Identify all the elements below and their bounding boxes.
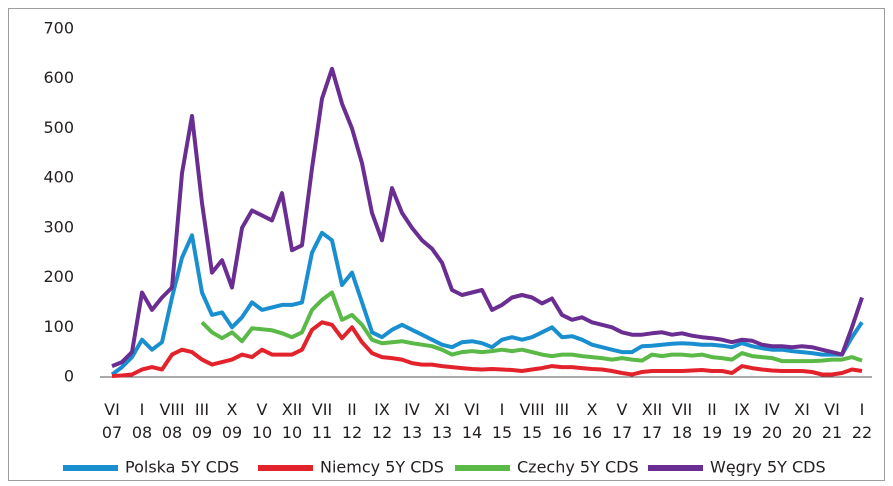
y-tick-label: 200 [43, 267, 74, 286]
series-line [111, 66, 864, 368]
x-tick-label: IX 12 [371, 400, 393, 442]
y-tick-label: 400 [43, 168, 74, 187]
x-tick-label: XI 20 [791, 400, 813, 442]
x-tick-label: XI 13 [431, 400, 453, 442]
x-tick-label: VI 07 [101, 400, 123, 442]
y-tick-label: 600 [43, 68, 74, 87]
legend-label: Czechy 5Y CDS [517, 458, 639, 477]
x-tick-label: VIII 08 [159, 400, 185, 442]
legend-label: Niemcy 5Y CDS [320, 458, 444, 477]
y-tick-label: 500 [43, 118, 74, 137]
x-tick-label: II 19 [701, 400, 723, 442]
x-tick-label: IV 13 [401, 400, 423, 442]
y-tick-label: 0 [64, 367, 74, 386]
x-tick-label: VII 18 [671, 400, 693, 442]
x-tick-label: IX 19 [731, 400, 753, 442]
frame [8, 8, 885, 481]
x-tick-label: I 15 [491, 400, 513, 442]
x-tick-label: IV 20 [761, 400, 783, 442]
series-line [111, 320, 863, 378]
x-tick-label: VI 21 [821, 400, 843, 442]
x-tick-label: XII 17 [641, 400, 663, 442]
x-tick-label: VII 11 [311, 400, 333, 442]
series-line [110, 230, 864, 377]
x-tick-label: II 12 [341, 400, 363, 442]
y-tick-label: 100 [43, 317, 74, 336]
x-tick-label: X 09 [221, 400, 243, 442]
series-line [200, 290, 863, 364]
legend-label: Węgry 5Y CDS [710, 458, 826, 477]
x-tick-label: VIII 15 [519, 400, 545, 442]
x-tick-label: X 16 [581, 400, 603, 442]
x-tick-label: III 16 [551, 400, 573, 442]
x-tick-label: V 10 [251, 400, 273, 442]
x-tick-label: V 17 [611, 400, 633, 442]
x-tick-label: I 22 [851, 400, 873, 442]
x-tick-label: I 08 [131, 400, 153, 442]
x-tick-label: XII 10 [281, 400, 303, 442]
y-tick-label: 700 [43, 19, 74, 38]
y-tick-label: 300 [43, 217, 74, 236]
x-tick-label: III 09 [191, 400, 213, 442]
x-tick-label: VI 14 [461, 400, 483, 442]
legend-label: Polska 5Y CDS [125, 458, 239, 477]
